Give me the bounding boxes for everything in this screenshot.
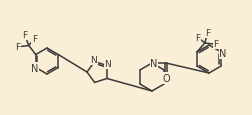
- Text: O: O: [162, 73, 169, 83]
- Text: N: N: [218, 49, 226, 59]
- Text: F: F: [15, 43, 20, 52]
- Text: N: N: [30, 63, 38, 73]
- Text: F: F: [22, 31, 27, 40]
- Text: F: F: [195, 34, 200, 43]
- Text: F: F: [212, 40, 217, 49]
- Text: F: F: [32, 35, 37, 44]
- Text: F: F: [205, 29, 210, 38]
- Text: N: N: [104, 60, 111, 68]
- Text: N: N: [150, 59, 157, 68]
- Text: N: N: [90, 56, 97, 65]
